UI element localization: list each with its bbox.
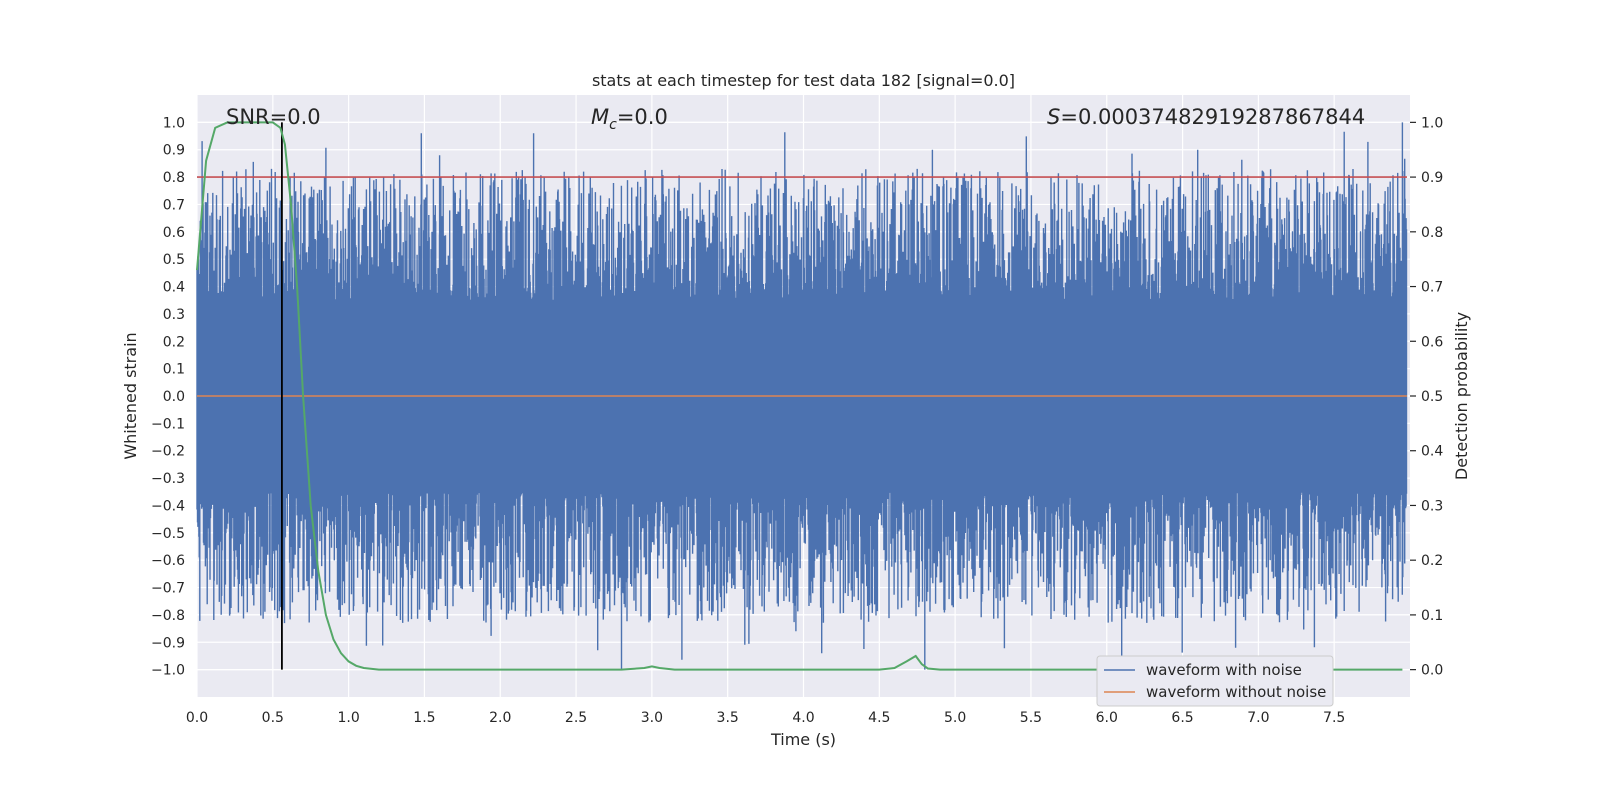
y2-tick-label: 1.0 xyxy=(1421,115,1443,131)
chart-title: stats at each timestep for test data 182… xyxy=(592,71,1015,90)
y-tick-label: −0.3 xyxy=(151,471,185,487)
x-tick-label: 7.5 xyxy=(1323,710,1345,726)
x-tick-label: 2.0 xyxy=(489,710,511,726)
y-tick-label: −0.5 xyxy=(151,526,185,542)
y-tick-label: 0.5 xyxy=(163,252,185,268)
y2-tick-label: 0.6 xyxy=(1421,334,1443,350)
y2-tick-label: 0.8 xyxy=(1421,225,1443,241)
legend-label-clean: waveform without noise xyxy=(1146,683,1326,701)
y-tick-label: 0.1 xyxy=(163,362,185,378)
y2-tick-label: 0.1 xyxy=(1421,608,1443,624)
x-tick-label: 5.0 xyxy=(944,710,966,726)
legend-label-noise: waveform with noise xyxy=(1146,661,1302,679)
y-tick-label: −0.2 xyxy=(151,444,185,460)
y-tick-label: 0.0 xyxy=(163,389,185,405)
mc-value: =0.0 xyxy=(617,105,668,129)
x-axis-label: Time (s) xyxy=(770,730,836,749)
y-tick-label: −0.9 xyxy=(151,635,185,651)
x-tick-label: 3.0 xyxy=(641,710,663,726)
y-tick-label: 0.9 xyxy=(163,143,185,159)
y2-tick-label: 0.0 xyxy=(1421,663,1443,679)
x-tick-label: 6.5 xyxy=(1171,710,1193,726)
y-axis-label: Whitened strain xyxy=(121,332,140,459)
x-tick-label: 2.5 xyxy=(565,710,587,726)
legend-box xyxy=(1096,655,1334,707)
x-tick-label: 0.0 xyxy=(186,710,208,726)
score-annotation: S=0.00037482919287867844 xyxy=(1047,105,1365,129)
x-axis: 0.0 0.5 1.0 1.5 2.0 2.5 3.0 3.5 4.0 4.5 5.0 5.5 6.0 6… xyxy=(186,710,1345,726)
y-tick-label: 0.6 xyxy=(163,225,185,241)
x-tick-label: 1.0 xyxy=(337,710,359,726)
y-tick-label: 0.7 xyxy=(163,197,185,213)
y-tick-label: 0.8 xyxy=(163,170,185,186)
y2-tick-label: 0.9 xyxy=(1421,170,1443,186)
y-axis-right: 1.0 0.9 0.8 0.7 0.6 0.5 0.4 0.3 0.2 0.1 0.0 xyxy=(1410,115,1443,679)
x-tick-label: 3.5 xyxy=(717,710,739,726)
s-symbol: S xyxy=(1047,105,1060,129)
y-tick-label: −0.6 xyxy=(151,553,185,569)
x-tick-label: 6.0 xyxy=(1096,710,1118,726)
y-tick-label: −0.4 xyxy=(151,498,185,514)
x-tick-label: 1.5 xyxy=(413,710,435,726)
legend: waveform with noise waveform without noi… xyxy=(1096,655,1334,707)
mc-symbol: M xyxy=(591,105,609,129)
mc-subscript: c xyxy=(609,117,617,133)
y-tick-label: 0.4 xyxy=(163,280,185,296)
x-tick-label: 0.5 xyxy=(262,710,284,726)
y-tick-label: −0.8 xyxy=(151,608,185,624)
x-tick-label: 4.5 xyxy=(868,710,890,726)
y2-tick-label: 0.5 xyxy=(1421,389,1443,405)
chirp-mass-annotation: Mc=0.0 xyxy=(591,105,668,133)
x-tick-label: 4.0 xyxy=(792,710,814,726)
y2-axis-label: Detection probability xyxy=(1452,312,1471,480)
y-tick-label: 0.2 xyxy=(163,334,185,350)
s-value: =0.00037482919287867844 xyxy=(1060,105,1365,129)
y2-tick-label: 0.3 xyxy=(1421,498,1443,514)
y-tick-label: −0.1 xyxy=(151,416,185,432)
y-axis-left: 1.0 0.9 0.8 0.7 0.6 0.5 0.4 0.3 0.2 0.1 0.0 −0.1 −0.… xyxy=(151,115,185,678)
y2-tick-label: 0.4 xyxy=(1421,444,1443,460)
x-tick-label: 5.5 xyxy=(1020,710,1042,726)
noise-spikes xyxy=(196,122,1408,670)
x-tick-label: 7.0 xyxy=(1247,710,1269,726)
y-tick-label: 0.3 xyxy=(163,307,185,323)
y-tick-label: −1.0 xyxy=(151,663,185,679)
snr-annotation: SNR=0.0 xyxy=(226,105,321,129)
y-tick-label: −0.7 xyxy=(151,581,185,597)
y-tick-label: 1.0 xyxy=(163,115,185,131)
y2-tick-label: 0.7 xyxy=(1421,280,1443,296)
series-detection-probability xyxy=(196,121,1403,671)
y2-tick-label: 0.2 xyxy=(1421,553,1443,569)
